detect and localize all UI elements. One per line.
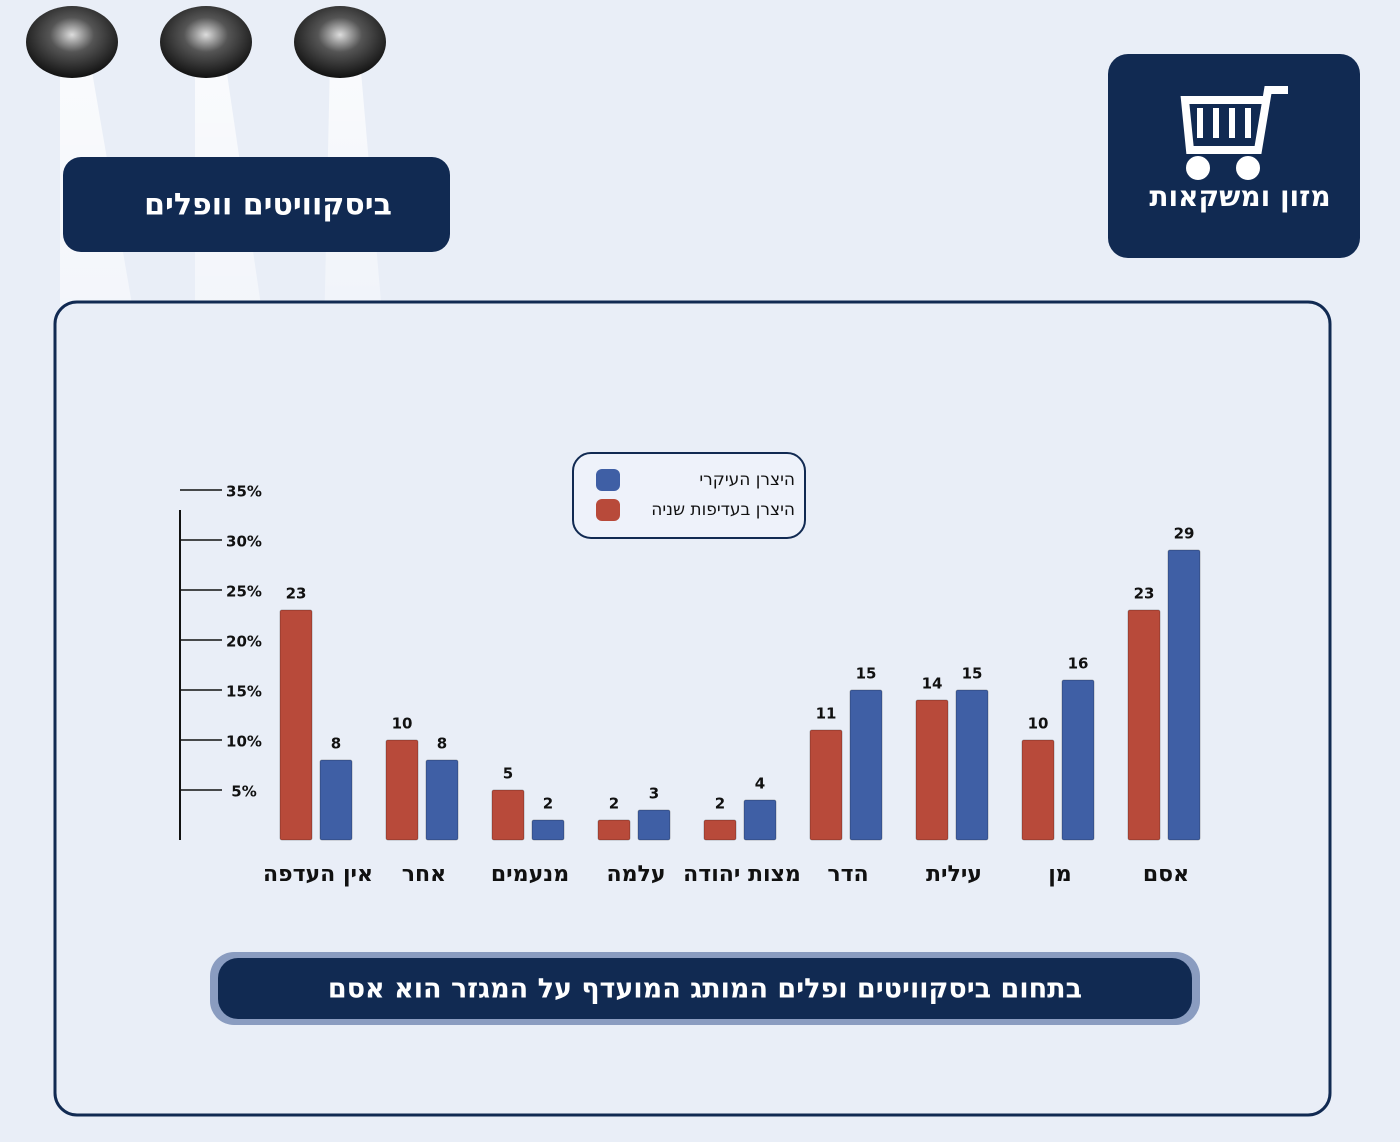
bar <box>425 759 459 841</box>
x-tick-label: עילית <box>926 862 982 887</box>
data-label: 15 <box>856 665 877 683</box>
data-label: 8 <box>331 735 341 753</box>
data-label: 23 <box>1134 585 1155 603</box>
y-tick-label: 10% <box>226 733 262 751</box>
bar <box>743 799 777 841</box>
x-tick-label: מצות יהודה <box>683 862 801 887</box>
data-label: 8 <box>437 735 447 753</box>
data-label: 2 <box>715 795 725 813</box>
y-tick-label: 20% <box>226 633 262 651</box>
data-label: 2 <box>543 795 553 813</box>
bar <box>849 689 883 841</box>
chart: 5%10%15%20%25%30%35%אין העדפה238אחר108מנ… <box>179 452 1201 887</box>
bar <box>703 819 737 841</box>
bar <box>637 809 671 841</box>
data-label: 3 <box>649 785 659 803</box>
page-title: ביסקוויטים וופלים <box>144 188 392 223</box>
bar <box>1127 609 1161 841</box>
bar <box>915 699 949 841</box>
data-label: 15 <box>962 665 983 683</box>
x-tick-label: הדר <box>827 862 868 887</box>
legend-label: היצרן העיקרי <box>699 470 795 490</box>
data-label: 14 <box>922 675 943 693</box>
bar <box>809 729 843 841</box>
data-label: 4 <box>755 775 765 793</box>
title-button <box>63 157 450 252</box>
y-tick-label: 25% <box>226 583 262 601</box>
section-title: מזון ומשקאות <box>1149 180 1330 213</box>
legend-label: היצרן בעדיפות שניה <box>651 500 795 520</box>
y-tick-label: 5% <box>231 783 256 801</box>
x-tick-label: מן <box>1048 862 1071 887</box>
x-tick-label: אין העדפה <box>263 862 373 887</box>
legend-swatch <box>596 499 620 521</box>
bar <box>385 739 419 841</box>
data-label: 10 <box>392 715 413 733</box>
y-tick-label: 15% <box>226 683 262 701</box>
x-tick-label: עלמה <box>607 862 666 887</box>
bar <box>1061 679 1095 841</box>
bar <box>1167 549 1201 841</box>
chart-panel <box>53 300 1332 1117</box>
caption: בתחום ביסקוויטים ופלים המותג המועדף על ה… <box>328 974 1082 1005</box>
data-label: 11 <box>816 705 837 723</box>
data-label: 29 <box>1174 525 1195 543</box>
bar <box>955 689 989 841</box>
bar <box>279 609 313 841</box>
bar <box>531 819 565 841</box>
cart-icon <box>1180 86 1288 180</box>
y-tick-label: 35% <box>226 483 262 501</box>
x-tick-label: אסם <box>1143 862 1189 887</box>
x-tick-label: אחר <box>402 862 446 887</box>
data-label: 10 <box>1028 715 1049 733</box>
bar <box>597 819 631 841</box>
bar <box>319 759 353 841</box>
data-label: 23 <box>286 585 307 603</box>
bar <box>1021 739 1055 841</box>
legend-swatch <box>596 469 620 491</box>
bar <box>491 789 525 841</box>
legend-box <box>572 452 806 539</box>
data-label: 2 <box>609 795 619 813</box>
y-tick-label: 30% <box>226 533 262 551</box>
x-tick-label: מנעמים <box>491 862 569 887</box>
caption-box <box>218 958 1192 1019</box>
section-card <box>1108 54 1360 258</box>
data-label: 5 <box>503 765 513 783</box>
data-label: 16 <box>1068 655 1089 673</box>
